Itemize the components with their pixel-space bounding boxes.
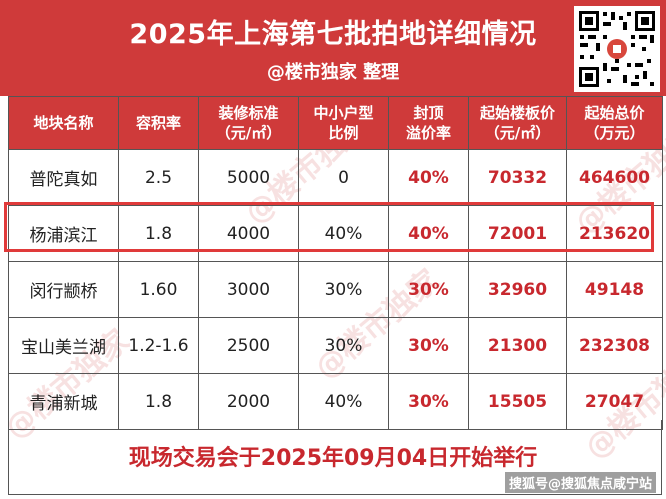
plot-name-cell: 闵行颛桥 [8, 261, 119, 318]
table-row: 青浦新城 1.8 2000 40% 30% 15505 27047 [8, 373, 663, 430]
unit-price-cell: 15505 [468, 373, 567, 430]
total-price-cell: 213620 [566, 205, 663, 262]
unit-price-cell: 21300 [468, 317, 567, 374]
decoration-cell: 2000 [198, 373, 299, 430]
qr-code-icon [574, 6, 660, 92]
cap-premium-cell: 40% [388, 149, 469, 206]
small-unit-ratio-cell: 40% [298, 205, 389, 262]
land-auction-table: 地块名称 容积率 装修标准 （元/㎡） 中小户型 比例 封顶 溢价率 起始楼板价 （元/… [8, 96, 663, 430]
total-price-cell: 464600 [566, 149, 663, 206]
decoration-cell: 4000 [198, 205, 299, 262]
table-row: 普陀真如 2.5 5000 0 40% 70332 464600 [8, 149, 663, 206]
plot-name-cell: 普陀真如 [8, 149, 119, 206]
header-banner: 2025年上海第七批拍地详细情况 @楼市独家 整理 [0, 0, 666, 96]
far-cell: 1.8 [118, 373, 199, 430]
small-unit-ratio-cell: 40% [298, 373, 389, 430]
table-row: 杨浦滨江 1.8 4000 40% 40% 72001 213620 [8, 205, 663, 262]
far-cell: 1.2-1.6 [118, 317, 199, 374]
page-subtitle: @楼市独家 整理 [266, 62, 400, 83]
decoration-cell: 5000 [198, 149, 299, 206]
source-watermark: 搜狐号@搜狐焦点咸宁站 [504, 472, 656, 493]
small-unit-ratio-cell: 0 [298, 149, 389, 206]
plot-name-cell: 杨浦滨江 [8, 205, 119, 262]
table-row: 闵行颛桥 1.60 3000 30% 30% 32960 49148 [8, 261, 663, 318]
footer-frame [8, 420, 662, 495]
column-header: 装修标准 （元/㎡） [198, 96, 299, 150]
small-unit-ratio-cell: 30% [298, 317, 389, 374]
cap-premium-cell: 40% [388, 205, 469, 262]
far-cell: 1.60 [118, 261, 199, 318]
cap-premium-cell: 30% [388, 373, 469, 430]
unit-price-cell: 72001 [468, 205, 567, 262]
column-header: 起始楼板价 （元/㎡） [468, 96, 567, 150]
table-header-row: 地块名称 容积率 装修标准 （元/㎡） 中小户型 比例 封顶 溢价率 起始楼板价 （元/… [8, 96, 663, 150]
table-row: 宝山美兰湖 1.2-1.6 2500 30% 30% 21300 232308 [8, 317, 663, 374]
far-cell: 2.5 [118, 149, 199, 206]
column-header: 地块名称 [8, 96, 119, 150]
column-header: 封顶 溢价率 [388, 96, 469, 150]
cap-premium-cell: 30% [388, 317, 469, 374]
plot-name-cell: 宝山美兰湖 [8, 317, 119, 374]
far-cell: 1.8 [118, 205, 199, 262]
unit-price-cell: 32960 [468, 261, 567, 318]
unit-price-cell: 70332 [468, 149, 567, 206]
total-price-cell: 49148 [566, 261, 663, 318]
total-price-cell: 232308 [566, 317, 663, 374]
page-title: 2025年上海第七批拍地详细情况 [129, 19, 537, 50]
column-header: 容积率 [118, 96, 199, 150]
small-unit-ratio-cell: 30% [298, 261, 389, 318]
decoration-cell: 2500 [198, 317, 299, 374]
footer-notice: 现场交易会于2025年09月04日开始举行 [128, 446, 538, 471]
plot-name-cell: 青浦新城 [8, 373, 119, 430]
decoration-cell: 3000 [198, 261, 299, 318]
cap-premium-cell: 30% [388, 261, 469, 318]
column-header: 起始总价 （万元） [566, 96, 663, 150]
total-price-cell: 27047 [566, 373, 663, 430]
column-header: 中小户型 比例 [298, 96, 389, 150]
